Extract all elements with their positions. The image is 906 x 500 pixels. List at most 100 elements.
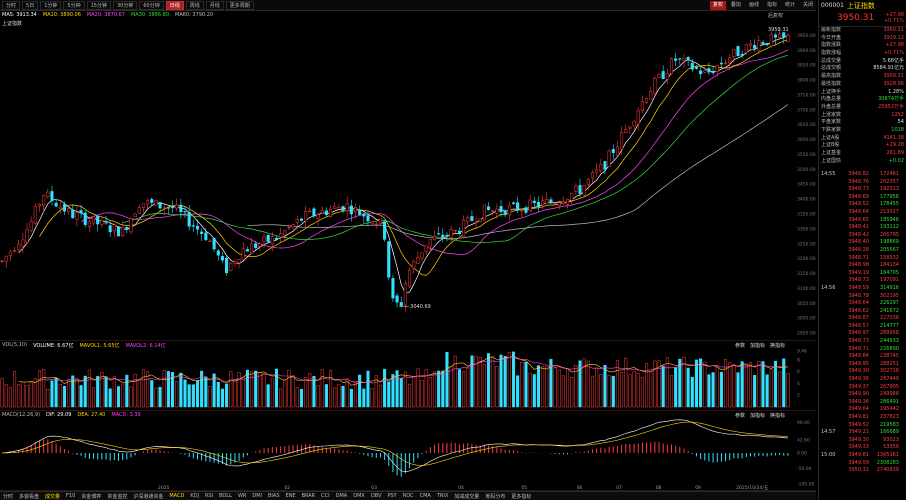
volume-bar bbox=[757, 361, 761, 408]
period-tab-1[interactable]: 5日 bbox=[22, 0, 39, 10]
period-tab-6[interactable]: 60分钟 bbox=[139, 0, 164, 10]
quote-label: 上涨家数 bbox=[821, 111, 842, 118]
toolbar-action-1[interactable]: 叠加 bbox=[730, 1, 741, 8]
quote-value: 3929.12 bbox=[883, 34, 904, 41]
macd-action-button[interactable]: 换指标 bbox=[770, 413, 786, 419]
kline-chart: 3950.00 3900.00 3850.00 3800.00 3750.00 3700.… bbox=[0, 27, 816, 337]
indicator-tab[interactable]: WR bbox=[237, 493, 247, 499]
toolbar-action-0[interactable]: 复权 bbox=[709, 0, 726, 10]
indicator-tab[interactable]: CCI bbox=[321, 493, 330, 499]
volume-bar bbox=[715, 366, 719, 408]
volume-bar bbox=[175, 381, 179, 408]
indicator-tab[interactable]: 加减成交量 bbox=[454, 493, 480, 500]
trade-price: 3948.78 bbox=[848, 292, 869, 299]
volume-bar bbox=[449, 366, 453, 408]
last-price: 3950.31 bbox=[837, 13, 875, 23]
volume-bar bbox=[245, 369, 249, 408]
candle-body bbox=[457, 230, 461, 234]
y-tick-label: 3000.00 bbox=[797, 316, 816, 322]
trade-volume: 177956 bbox=[879, 193, 899, 200]
trade-volume: 226297 bbox=[879, 300, 899, 307]
volume-bar bbox=[441, 370, 445, 408]
toolbar-action-3[interactable]: 指标 bbox=[766, 1, 777, 8]
candle-body bbox=[686, 57, 690, 61]
indicator-tab[interactable]: 成交量 bbox=[45, 493, 61, 500]
trade-volume: 2308283 bbox=[876, 459, 899, 466]
period-tab-9[interactable]: 月线 bbox=[205, 0, 224, 10]
indicator-tab[interactable]: DMA bbox=[335, 493, 348, 499]
period-tab-3[interactable]: 5分钟 bbox=[63, 0, 85, 10]
trade-time bbox=[821, 217, 839, 225]
toolbar-action-4[interactable]: 统计 bbox=[784, 1, 795, 8]
indicator-tab[interactable]: BRAR bbox=[301, 493, 316, 499]
trade-time bbox=[821, 437, 839, 445]
trade-time bbox=[821, 422, 839, 430]
indicator-tab[interactable]: F10 bbox=[66, 493, 76, 499]
indicator-tab[interactable]: TRIX bbox=[436, 493, 449, 499]
vol-action-button[interactable]: 参数 bbox=[735, 343, 746, 349]
trade-row: 3948.71 158932 bbox=[819, 255, 906, 263]
ma-line bbox=[247, 104, 789, 239]
volume-bar bbox=[312, 375, 316, 408]
trade-price: 3948.42 bbox=[848, 231, 869, 238]
macd-action-button[interactable]: 参数 bbox=[735, 413, 746, 419]
indicator-tab[interactable]: OBV bbox=[370, 493, 382, 499]
candle-body bbox=[736, 46, 740, 57]
indicator-tab[interactable]: ENE bbox=[285, 493, 296, 499]
y-tick-label: 3050.00 bbox=[797, 301, 816, 307]
indicator-tab[interactable]: PSY bbox=[387, 493, 397, 499]
quote-value: 3958.31 bbox=[883, 73, 904, 80]
indicator-tab[interactable]: CMA bbox=[419, 493, 431, 499]
quote-row: 指数涨跌 +27.98 bbox=[819, 42, 906, 50]
change-pct: +0.71% bbox=[883, 18, 904, 24]
indicator-tab[interactable]: 多窗看盘 bbox=[19, 493, 40, 500]
quote-panel: 000001 上证指数 3950.31 +27.98 +0.71% 最新指数 39… bbox=[818, 0, 906, 500]
indicator-tab[interactable]: 沪深港通资金 bbox=[133, 493, 164, 500]
indicator-tab[interactable]: MACD bbox=[169, 493, 185, 499]
period-tab-2[interactable]: 1分钟 bbox=[40, 0, 62, 10]
trade-price: 3948.98 bbox=[848, 262, 869, 269]
period-tab-4[interactable]: 15分钟 bbox=[86, 0, 111, 10]
candle-body bbox=[778, 33, 782, 38]
indicator-tab[interactable]: 资金博弈 bbox=[81, 493, 102, 500]
trade-volume: 302195 bbox=[879, 292, 899, 299]
indicator-tab[interactable]: 更多指标 bbox=[511, 493, 532, 500]
indicator-tab[interactable]: DMX bbox=[353, 493, 365, 499]
trade-volume: 241672 bbox=[879, 307, 899, 314]
indicator-tab[interactable]: BIAS bbox=[268, 493, 280, 499]
volume-bar bbox=[191, 384, 195, 408]
period-tab-7[interactable]: 日线 bbox=[165, 0, 184, 10]
candle-body bbox=[154, 200, 158, 206]
adjust-label[interactable]: 后复权 bbox=[768, 13, 784, 19]
indicator-tab[interactable]: 资金监控 bbox=[107, 493, 128, 500]
indicator-tab[interactable]: ROC bbox=[402, 493, 414, 499]
indicator-tab[interactable]: 筹码分布 bbox=[485, 493, 506, 500]
macd-panel[interactable]: MACD(12,26,9) DIF: 29.09 DEA: 27.40 MACD: 3… bbox=[0, 411, 816, 491]
vol-tick-label: 2 bbox=[797, 393, 800, 399]
indicator-tab[interactable]: KDJ bbox=[190, 493, 199, 499]
trade-row: 3948.69 177956 bbox=[819, 194, 906, 202]
volume-bar bbox=[42, 369, 46, 408]
indicator-tab[interactable]: 分时 bbox=[3, 493, 14, 500]
vol-action-button[interactable]: 加指标 bbox=[750, 343, 766, 349]
period-tab-8[interactable]: 周线 bbox=[185, 0, 204, 10]
kline-panel[interactable]: MA5: 3913.34 MA10: 3890.06 MA20: 3870.67 MA… bbox=[0, 11, 816, 341]
toolbar-action-2[interactable]: 画线 bbox=[748, 1, 759, 8]
period-tab-0[interactable]: 分时 bbox=[2, 0, 21, 10]
indicator-tab[interactable]: DMI bbox=[252, 493, 262, 499]
trade-row: 3950.31 2740839 bbox=[819, 467, 906, 475]
candle-body bbox=[441, 234, 445, 238]
indicator-tab[interactable]: BOLL bbox=[219, 493, 232, 499]
volume-panel[interactable]: VOL(5,10) VOLUME: 6.67亿 MAVOL1: 5.65亿 MAVOL… bbox=[0, 341, 816, 411]
toolbar-action-5[interactable]: 关闭 bbox=[802, 1, 813, 8]
period-tab-10[interactable]: 更多周期 bbox=[225, 0, 254, 10]
trade-volume: 192313 bbox=[879, 186, 899, 193]
indicator-tab[interactable]: RSI bbox=[204, 493, 214, 499]
vol-action-button[interactable]: 换指标 bbox=[770, 343, 786, 349]
macd-action-button[interactable]: 加指标 bbox=[750, 413, 766, 419]
volume-bar bbox=[536, 365, 540, 408]
volume-bar bbox=[387, 381, 391, 408]
tick-trades[interactable]: 14:55 3948.82 172461 3948.76 202357 3948.73 19… bbox=[819, 171, 906, 475]
candle-body bbox=[96, 215, 100, 225]
period-tab-5[interactable]: 30分钟 bbox=[112, 0, 138, 10]
